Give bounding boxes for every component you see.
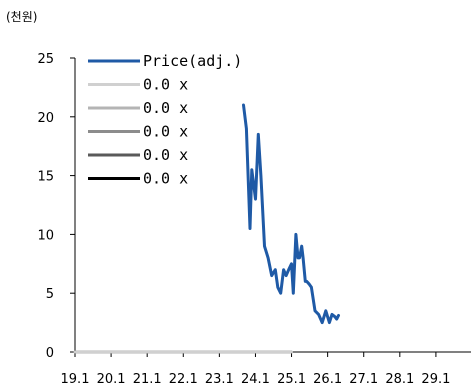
x-tick-label: 27.1 bbox=[349, 372, 378, 387]
legend-entry: 0.0 x bbox=[143, 123, 188, 141]
y-tick-label: 5 bbox=[46, 287, 54, 302]
x-tick-label: 28.1 bbox=[385, 372, 414, 387]
x-tick-label: 24.1 bbox=[241, 372, 270, 387]
x-tick-label: 19.1 bbox=[61, 372, 90, 387]
legend-entry: 0.0 x bbox=[143, 76, 188, 94]
unit-label: (천원) bbox=[6, 9, 37, 24]
legend-entry: 0.0 x bbox=[143, 99, 188, 117]
y-tick-label: 20 bbox=[37, 111, 54, 126]
x-tick-label: 29.1 bbox=[421, 372, 450, 387]
series-layer bbox=[73, 103, 340, 354]
x-tick-label: 20.1 bbox=[97, 372, 126, 387]
legend-entry: 0.0 x bbox=[143, 146, 188, 164]
x-tick-label: 25.1 bbox=[277, 372, 306, 387]
y-tick-label: 25 bbox=[37, 52, 54, 67]
x-tick-label: 23.1 bbox=[205, 372, 234, 387]
legend: Price(adj.) 0.0 x 0.0 x 0.0 x 0.0 x 0.0 x bbox=[88, 52, 242, 188]
x-tick-label: 26.1 bbox=[313, 372, 342, 387]
y-tick-label: 0 bbox=[46, 346, 54, 361]
legend-entry: 0.0 x bbox=[143, 170, 188, 188]
legend-entry: Price(adj.) bbox=[143, 52, 242, 70]
y-tick-label: 10 bbox=[37, 228, 54, 243]
x-tick-label: 22.1 bbox=[169, 372, 198, 387]
x-tick-label: 21.1 bbox=[133, 372, 162, 387]
axes: 0 5 10 15 20 25 19.1 20.1 21.1 22.1 23.1 24.1 25.1 26… bbox=[37, 52, 471, 387]
y-tick-label: 15 bbox=[37, 170, 54, 185]
series-line-price bbox=[242, 103, 340, 325]
